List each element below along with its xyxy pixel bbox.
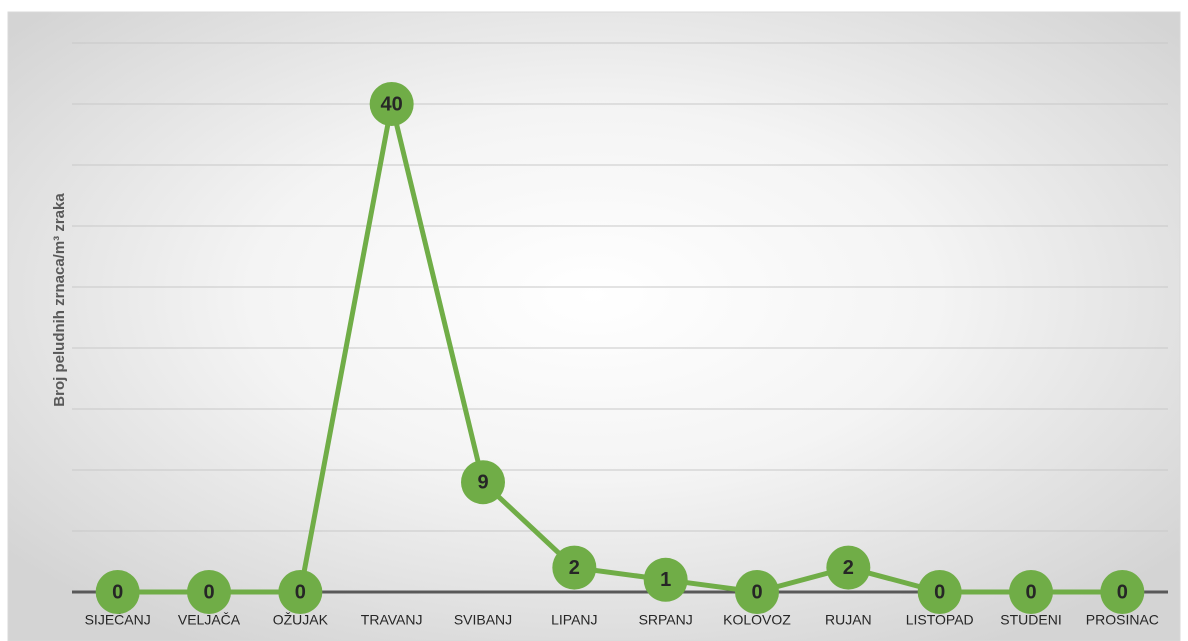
data-point	[1100, 570, 1145, 614]
data-label: 40	[381, 93, 403, 115]
data-label: 9	[477, 471, 488, 493]
data-point	[826, 545, 871, 590]
x-tick-label: LISTOPAD	[906, 612, 974, 628]
x-tick-label: VELJAČA	[178, 612, 241, 628]
data-label: 0	[112, 581, 123, 603]
data-point	[187, 570, 231, 614]
data-label: 2	[569, 557, 580, 579]
data-label: 0	[1025, 581, 1036, 603]
x-tick-label: SVIBANJ	[454, 612, 512, 628]
data-point	[1009, 570, 1053, 614]
x-tick-label: SRPANJ	[639, 612, 693, 628]
x-tick-label: PROSINAC	[1086, 612, 1159, 628]
data-point	[278, 570, 323, 614]
x-tick-label: OŽUJAK	[273, 612, 329, 628]
data-label: 0	[295, 581, 306, 603]
data-label: 0	[203, 581, 214, 603]
x-tick-label: KOLOVOZ	[723, 612, 791, 628]
y-axis-title: Broj peludnih zrnaca/m³ zraka	[51, 193, 68, 407]
chart-area	[7, 11, 1181, 641]
x-tick-label: RUJAN	[825, 612, 872, 628]
x-tick-label: LIPANJ	[551, 612, 597, 628]
x-tick-label: SIJEČANJ	[85, 612, 151, 628]
data-point	[95, 570, 140, 614]
data-point	[735, 570, 779, 614]
data-label: 2	[843, 557, 854, 579]
data-point	[643, 557, 688, 602]
data-point	[552, 545, 597, 590]
data-point	[369, 82, 414, 126]
data-point	[461, 460, 505, 505]
data-point	[917, 570, 962, 614]
x-tick-label: STUDENI	[1000, 612, 1061, 628]
data-label: 1	[660, 569, 671, 591]
data-label: 0	[1117, 581, 1128, 603]
data-label: 0	[934, 581, 945, 603]
x-tick-label: TRAVANJ	[361, 612, 423, 628]
data-label: 0	[751, 581, 762, 603]
